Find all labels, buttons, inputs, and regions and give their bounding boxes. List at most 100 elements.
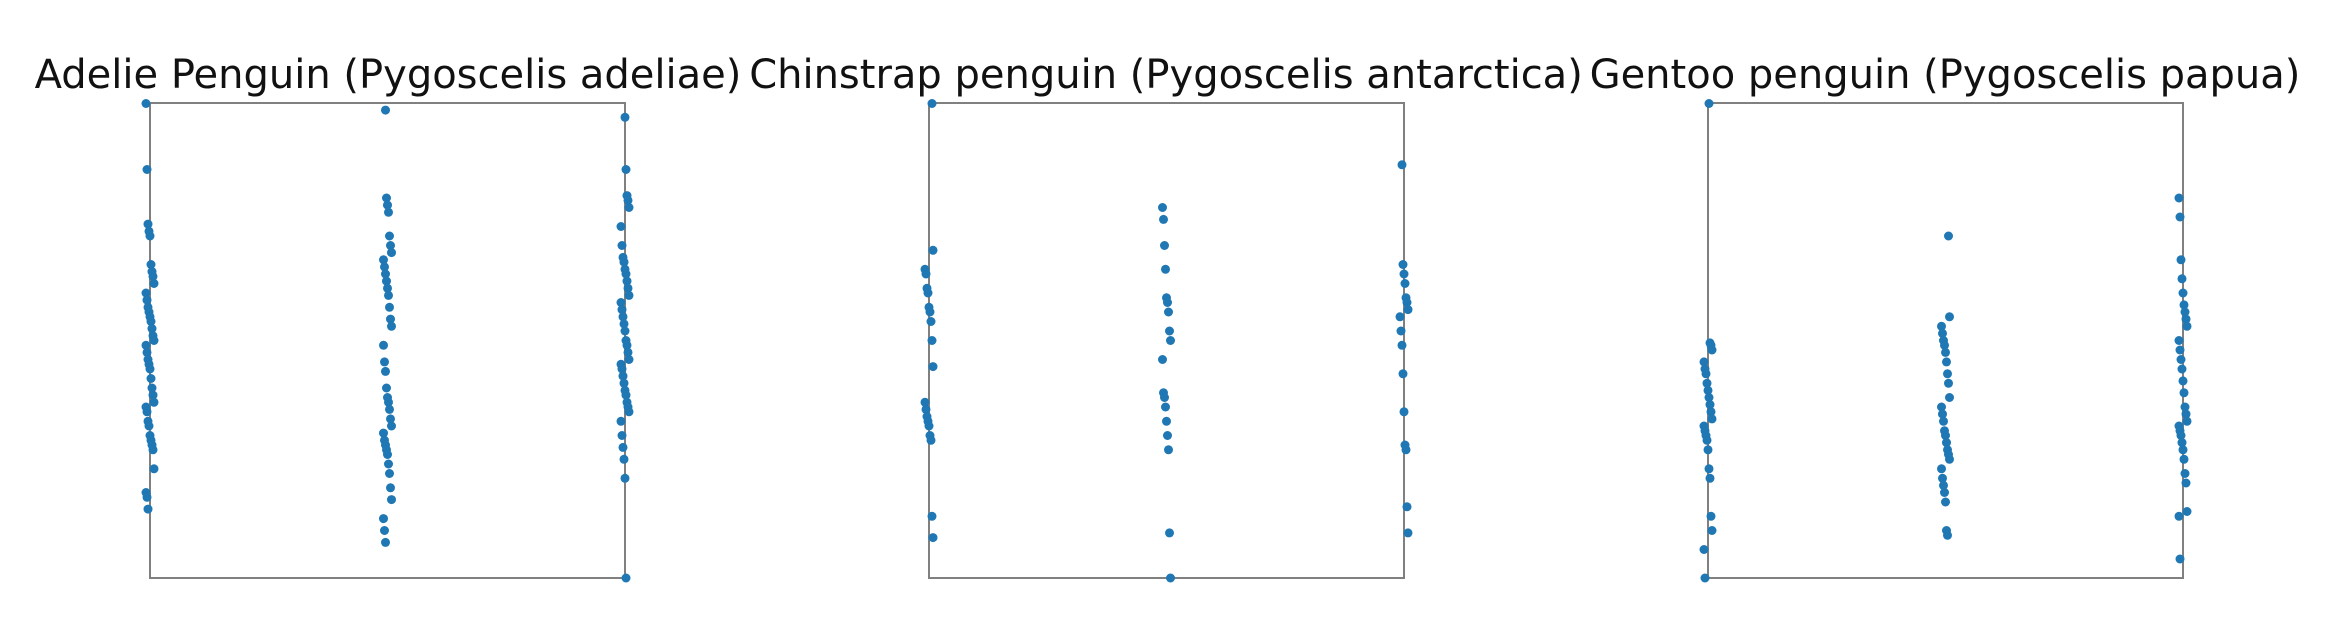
data-point — [142, 295, 152, 305]
data-point — [1164, 307, 1173, 317]
data-point — [387, 421, 396, 431]
data-point — [379, 428, 388, 438]
data-point — [1403, 528, 1413, 538]
data-point — [620, 473, 630, 483]
data-point — [1944, 378, 1953, 388]
data-point — [148, 390, 158, 400]
data-point — [2176, 355, 2186, 364]
data-point — [1160, 241, 1169, 250]
data-point — [928, 362, 938, 372]
data-point — [382, 193, 391, 203]
data-point — [1703, 385, 1713, 395]
data-point — [618, 371, 628, 381]
data-point — [619, 378, 629, 388]
data-point — [2177, 274, 2187, 284]
data-point — [1403, 305, 1413, 315]
data-point — [617, 305, 627, 315]
data-point — [1396, 326, 1406, 336]
data-point — [1164, 445, 1173, 455]
data-point — [620, 326, 630, 336]
data-point — [381, 366, 390, 376]
data-point — [1158, 355, 1167, 364]
data-point — [624, 355, 634, 364]
data-point — [2179, 454, 2189, 464]
data-point — [1165, 326, 1174, 336]
data-point — [1704, 393, 1714, 402]
data-point — [622, 340, 632, 350]
points-gentoo — [1699, 99, 2192, 583]
data-point — [379, 255, 388, 265]
data-point — [928, 533, 938, 543]
data-point — [2176, 431, 2186, 440]
data-point — [1161, 402, 1170, 412]
data-point — [2182, 321, 2192, 331]
data-point — [384, 397, 393, 407]
panel-title-gentoo: Gentoo penguin (Pygoscelis papua) — [1590, 52, 2301, 98]
data-point — [379, 514, 388, 524]
data-point — [386, 483, 395, 493]
data-point — [927, 336, 937, 345]
data-point — [618, 442, 628, 452]
data-point — [1942, 438, 1951, 448]
data-point — [1704, 464, 1714, 474]
data-point — [1166, 573, 1175, 583]
data-point — [1940, 340, 1949, 350]
data-point — [143, 219, 153, 229]
data-point — [149, 464, 159, 474]
data-point — [1705, 400, 1715, 410]
data-point — [2174, 511, 2184, 521]
data-point — [2181, 478, 2191, 488]
data-point — [1166, 336, 1175, 345]
data-point — [1945, 454, 1954, 464]
data-point — [1939, 416, 1948, 426]
data-point — [1160, 393, 1169, 402]
data-point — [927, 511, 937, 521]
plot-frame-adelie — [149, 102, 626, 579]
data-point — [617, 241, 627, 250]
data-point — [1707, 345, 1717, 355]
data-point — [2180, 307, 2190, 317]
data-point — [1399, 269, 1409, 279]
data-point — [623, 283, 633, 293]
data-point — [1701, 369, 1711, 379]
data-point — [621, 269, 631, 279]
data-point — [2182, 416, 2192, 426]
data-point — [141, 288, 151, 298]
data-point — [2178, 445, 2188, 455]
data-point — [924, 421, 934, 431]
data-point — [1699, 357, 1709, 367]
data-point — [379, 340, 388, 350]
data-point — [385, 302, 394, 312]
data-point — [2176, 255, 2186, 265]
data-point — [622, 276, 632, 286]
data-point — [623, 347, 633, 357]
data-point — [2175, 212, 2185, 222]
data-point — [923, 288, 933, 298]
data-point — [621, 165, 631, 174]
data-point — [142, 347, 152, 357]
data-point — [1945, 312, 1954, 322]
data-point — [382, 276, 391, 286]
data-point — [146, 260, 156, 269]
data-point — [1402, 298, 1412, 307]
data-point — [2182, 507, 2192, 516]
data-point — [380, 262, 389, 272]
data-point — [144, 421, 154, 431]
data-point — [621, 390, 631, 400]
data-point — [381, 269, 390, 279]
data-point — [2178, 376, 2188, 386]
data-point — [2174, 193, 2184, 203]
data-point — [624, 203, 634, 212]
data-point — [1941, 497, 1950, 507]
data-point — [382, 383, 391, 393]
data-point — [1706, 511, 1716, 521]
data-point — [386, 241, 395, 250]
data-point — [1938, 409, 1947, 419]
data-point — [1707, 414, 1717, 424]
points-adelie — [141, 99, 634, 583]
data-point — [1941, 347, 1950, 357]
data-point — [1706, 407, 1716, 417]
data-point — [1702, 435, 1712, 445]
data-point — [387, 495, 396, 505]
data-point — [380, 357, 389, 367]
